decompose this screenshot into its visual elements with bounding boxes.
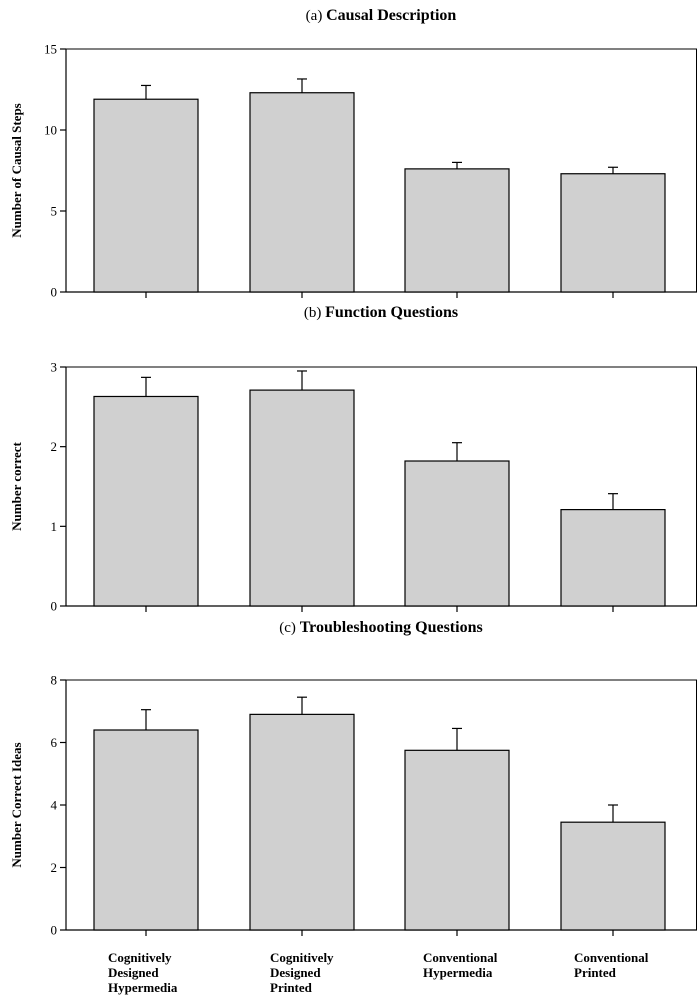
y-axis-label: Number correct (9, 441, 24, 530)
bar (560, 821, 666, 931)
x-category-label: Conventional Printed (574, 950, 649, 980)
bar (404, 460, 510, 607)
y-tick-label: 15 (44, 42, 57, 57)
bar (93, 395, 199, 607)
panel-title-text: Function Questions (325, 304, 458, 321)
bar (249, 713, 355, 931)
bar (93, 729, 199, 931)
y-tick-label: 4 (51, 798, 58, 813)
bar (404, 168, 510, 293)
x-category-label-line: Hypermedia (423, 965, 493, 980)
x-category-label-line: Printed (574, 965, 617, 980)
panel-title-prefix: (c) (279, 620, 299, 636)
chart-panel-c: (c) Troubleshooting Questions 0 2 4 6 8 Number… (9, 619, 697, 938)
x-category-label: Conventional Hypermedia (423, 950, 498, 980)
chart-panel-b: (b) Function Questions 0 1 2 3 Number correct (9, 304, 697, 614)
y-tick-label: 10 (44, 123, 57, 138)
panel-title-prefix: (a) (306, 8, 326, 24)
chart-panel-a: (a) Causal Description 0 5 10 15 Number of Ca… (9, 7, 697, 300)
panel-title: (c) Troubleshooting Questions (279, 619, 482, 636)
panel-title-text: Troubleshooting Questions (300, 619, 483, 636)
x-category-label-line: Hypermedia (108, 980, 178, 995)
y-tick-label: 5 (51, 204, 58, 219)
x-category-label-line: Designed (270, 965, 321, 980)
panel-title-prefix: (b) (304, 305, 325, 321)
y-tick-label: 6 (51, 735, 58, 750)
y-axis-label: Number of Causal Steps (9, 103, 24, 237)
y-tick-label: 8 (51, 673, 58, 688)
bar (560, 509, 666, 607)
y-tick-label: 0 (51, 923, 58, 938)
bar (560, 173, 666, 293)
x-category-label-line: Printed (270, 980, 313, 995)
panel-title-text: Causal Description (326, 7, 456, 24)
x-category-label-line: Designed (108, 965, 159, 980)
y-tick-label: 0 (51, 285, 58, 300)
bar (404, 749, 510, 931)
x-category-label: Cognitively Designed Printed (270, 950, 334, 995)
y-tick-label: 1 (51, 519, 58, 534)
y-axis-label: Number Correct Ideas (9, 742, 24, 867)
y-tick-label: 2 (51, 860, 58, 875)
x-category-label-line: Conventional (423, 950, 498, 965)
x-category-label-line: Conventional (574, 950, 649, 965)
x-category-label-line: Cognitively (270, 950, 334, 965)
panel-title: (b) Function Questions (304, 304, 458, 321)
bar (249, 389, 355, 607)
x-category-label-line: Cognitively (108, 950, 172, 965)
y-tick-label: 3 (51, 360, 58, 375)
x-category-label: Cognitively Designed Hypermedia (108, 950, 178, 995)
bar (249, 92, 355, 293)
y-tick-label: 2 (51, 439, 58, 454)
y-tick-label: 0 (51, 599, 58, 614)
bar (93, 98, 199, 293)
panel-title: (a) Causal Description (306, 7, 457, 24)
